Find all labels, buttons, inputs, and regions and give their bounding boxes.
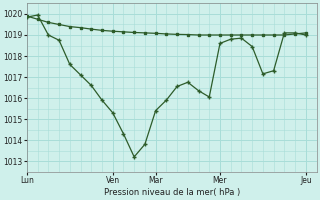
X-axis label: Pression niveau de la mer( hPa ): Pression niveau de la mer( hPa ) bbox=[104, 188, 240, 197]
